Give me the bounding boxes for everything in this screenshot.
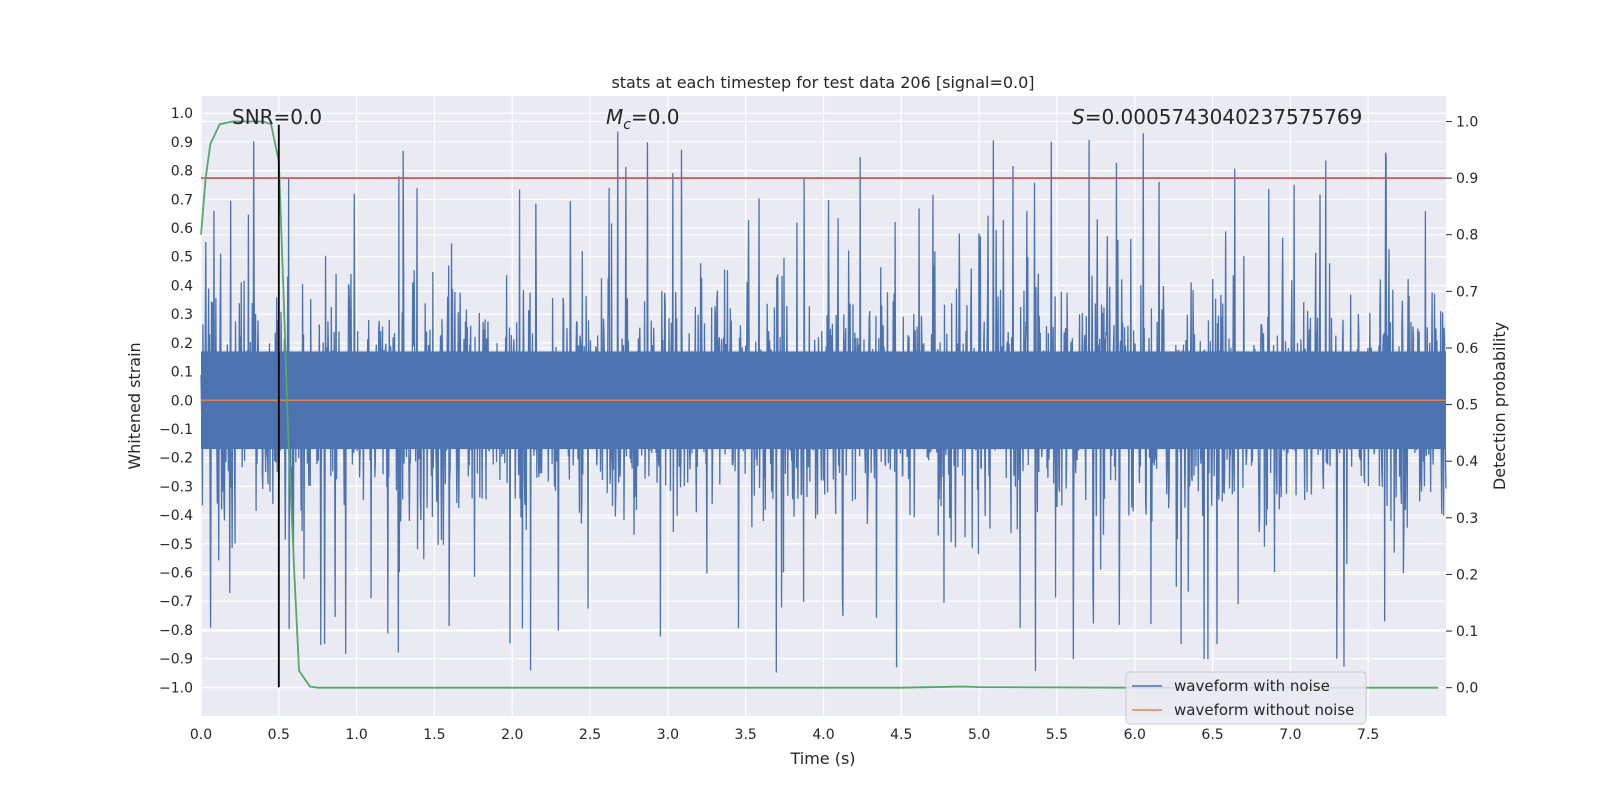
y-tick-label-right: 0.7: [1456, 284, 1478, 300]
chart-title: stats at each timestep for test data 206…: [611, 73, 1034, 92]
y-tick-label-right: 0.3: [1456, 511, 1478, 527]
y-axis-label-right: Detection probability: [1490, 322, 1509, 490]
x-tick-label: 2.0: [501, 727, 523, 743]
y-tick-label-left: 0.4: [171, 278, 193, 294]
y-tick-label-left: −0.5: [159, 537, 193, 553]
x-tick-label: 7.5: [1357, 727, 1379, 743]
chirp-mass-value: =0.0: [631, 105, 680, 129]
detection-probability-line: [200, 120, 1439, 689]
y-tick-label-left: −0.8: [159, 623, 193, 639]
y-tick-label-left: 0.2: [171, 336, 193, 352]
y-tick-label-left: 0.5: [171, 250, 193, 266]
y-tick-label-left: 0.1: [171, 365, 193, 381]
legend-label-clean: waveform without noise: [1174, 701, 1354, 719]
chirp-mass-annotation: Mc=0.0: [606, 105, 680, 133]
y-tick-label-right: 0.0: [1456, 681, 1478, 697]
y-tick-label-left: −0.4: [159, 508, 193, 524]
x-tick-label: 0.5: [268, 727, 290, 743]
y-tick-label-right: 0.8: [1456, 228, 1478, 244]
legend: waveform with noise waveform without noi…: [1125, 671, 1367, 725]
x-tick-label: 6.5: [1201, 727, 1223, 743]
x-tick-label: 1.0: [345, 727, 367, 743]
x-tick-label: 4.0: [812, 727, 834, 743]
y-tick-label-left: −0.9: [159, 652, 193, 668]
statistic-value: =0.0005743040237575769: [1085, 105, 1363, 129]
y-tick-label-right: 0.6: [1456, 341, 1478, 357]
y-tick-label-left: −0.3: [159, 479, 193, 495]
x-tick-label: 6.0: [1124, 727, 1146, 743]
y-tick-label-left: −0.1: [159, 422, 193, 438]
y-tick-label-left: 0.6: [171, 221, 193, 237]
x-tick-label: 3.5: [735, 727, 757, 743]
x-axis-label: Time (s): [789, 749, 855, 768]
y-tick-label-left: −0.6: [159, 565, 193, 581]
x-tick-label: 1.5: [423, 727, 445, 743]
y-tick-label-right: 0.9: [1456, 171, 1478, 187]
x-tick-label: 7.0: [1279, 727, 1301, 743]
y-axis-label-left: Whitened strain: [125, 342, 144, 469]
legend-box: [1125, 671, 1367, 725]
x-tick-label: 5.5: [1046, 727, 1068, 743]
y-tick-label-left: 0.7: [171, 192, 193, 208]
y-tick-label-left: 1.0: [171, 106, 193, 122]
x-tick-label: 5.0: [968, 727, 990, 743]
y-tick-label-left: 0.3: [171, 307, 193, 323]
y-tick-label-right: 1.0: [1456, 114, 1478, 130]
statistic-symbol: S: [1072, 105, 1085, 129]
y-tick-label-right: 0.5: [1456, 398, 1478, 414]
axis-ticks: 0.0 0.5 1.0 1.5 2.0 2.5 3.0 3.5 4.0 4.5 5.0 5.5 6.0 6…: [159, 106, 1478, 743]
y-tick-label-right: 0.2: [1456, 567, 1478, 583]
y-tick-label-left: 0.9: [171, 135, 193, 151]
y-tick-label-right: 0.1: [1456, 624, 1478, 640]
x-tick-label: 2.5: [579, 727, 601, 743]
y-tick-label-left: 0.8: [171, 164, 193, 180]
snr-annotation: SNR=0.0: [232, 105, 322, 129]
chirp-mass-subscript: c: [623, 117, 631, 133]
y-tick-label-left: 0.0: [171, 393, 193, 409]
x-tick-label: 0.0: [190, 727, 212, 743]
chirp-mass-symbol: M: [606, 105, 623, 129]
y-tick-label-right: 0.4: [1456, 454, 1478, 470]
y-tick-label-left: −0.7: [159, 594, 193, 610]
statistic-annotation: S=0.0005743040237575769: [1072, 105, 1362, 129]
x-tick-label: 4.5: [890, 727, 912, 743]
chart-marks: [200, 120, 1446, 689]
y-tick-label-left: −1.0: [159, 680, 193, 696]
legend-label-noise: waveform with noise: [1174, 677, 1330, 695]
x-tick-label: 3.0: [657, 727, 679, 743]
y-tick-label-left: −0.2: [159, 451, 193, 467]
